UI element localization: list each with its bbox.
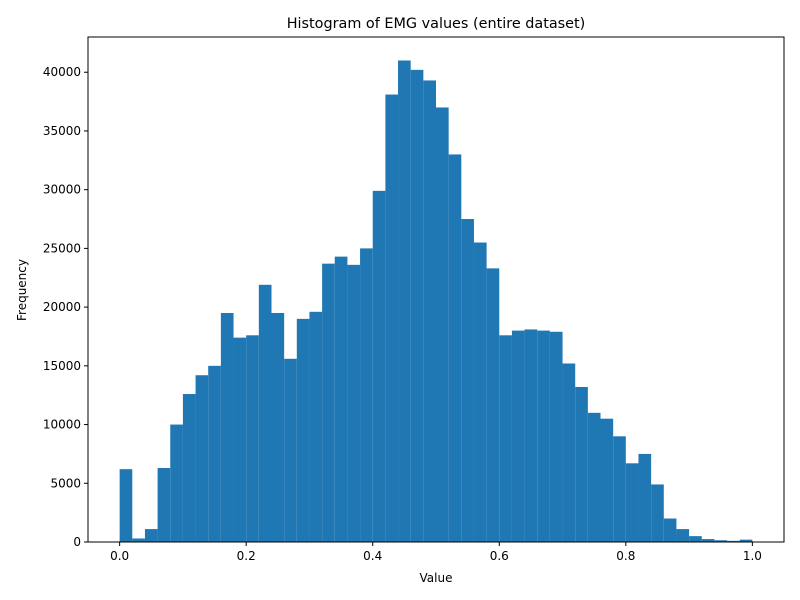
histogram-bar	[461, 219, 474, 542]
histogram-bar	[220, 312, 234, 542]
y-tick-label: 40000	[43, 65, 81, 79]
histogram-bar	[714, 540, 728, 542]
y-tick-label: 30000	[43, 183, 81, 197]
x-tick-label: 0.8	[616, 549, 635, 563]
histogram-bar	[739, 539, 753, 542]
histogram-bar	[473, 242, 487, 542]
histogram-bar	[309, 311, 323, 542]
histogram-bar	[334, 256, 348, 542]
histogram-bar	[600, 418, 614, 542]
chart-title: Histogram of EMG values (entire dataset)	[287, 16, 586, 32]
y-axis: 0 5000 10000 15000 20000 25000 30000 35000 40000	[43, 65, 88, 549]
x-axis-title: Value	[420, 571, 453, 585]
histogram-bar	[651, 484, 664, 542]
histogram-bar	[613, 436, 626, 542]
y-tick-label: 20000	[43, 300, 81, 314]
y-tick-label: 5000	[50, 476, 81, 490]
histogram-bar	[448, 154, 462, 542]
histogram-bar	[663, 518, 677, 542]
histogram-bar	[360, 248, 373, 542]
plot-frame	[87, 36, 785, 543]
histogram-bar	[436, 107, 449, 542]
histogram-bar	[322, 263, 335, 542]
histogram-bar	[727, 540, 740, 542]
histogram-bar	[182, 394, 196, 542]
x-tick-label: 1.0	[743, 549, 762, 563]
histogram-bar	[144, 529, 158, 542]
histogram-bar	[258, 284, 272, 542]
y-tick-label: 15000	[43, 359, 81, 373]
histogram-bar	[347, 264, 361, 542]
histogram-bars	[119, 60, 753, 543]
histogram-bar	[562, 363, 576, 542]
y-tick-label: 10000	[43, 418, 81, 432]
histogram-bar	[689, 536, 702, 542]
histogram-bar	[676, 529, 690, 542]
histogram-bar	[575, 386, 588, 542]
histogram-bar	[625, 463, 639, 542]
y-tick-label: 35000	[43, 124, 81, 138]
histogram-bar	[246, 335, 259, 542]
histogram-bar	[233, 337, 247, 542]
y-tick-label: 25000	[43, 241, 81, 255]
histogram-bar	[499, 335, 512, 542]
x-tick-label: 0.6	[490, 549, 509, 563]
histogram-bar	[701, 539, 715, 542]
histogram-bar	[638, 453, 652, 542]
histogram-bar	[170, 424, 183, 542]
histogram-bar	[549, 331, 563, 542]
histogram-bar	[524, 329, 538, 542]
histogram-bar	[398, 60, 411, 542]
histogram-bar	[119, 469, 133, 542]
histogram-bar	[157, 468, 171, 542]
x-tick-label: 0.4	[363, 549, 382, 563]
x-tick-label: 0.0	[110, 549, 129, 563]
y-tick-label: 0	[73, 535, 81, 549]
histogram-bar	[537, 330, 550, 542]
histogram-bar	[372, 190, 386, 543]
histogram-bar	[271, 312, 285, 542]
histogram-bar	[587, 412, 601, 542]
y-axis-title: Frequency	[15, 259, 29, 321]
histogram-bar	[132, 538, 145, 542]
histogram-bar	[385, 94, 399, 542]
histogram-bar	[195, 375, 209, 542]
histogram-bar	[410, 69, 424, 542]
histogram-bar	[284, 358, 297, 542]
histogram-bar	[511, 330, 525, 542]
x-axis: 0.0 0.2 0.4 0.6 0.8 1.0	[110, 542, 762, 563]
histogram-bar	[296, 318, 310, 542]
x-tick-label: 0.2	[237, 549, 256, 563]
histogram-bar	[208, 365, 221, 542]
histogram-bar	[423, 80, 436, 542]
histogram-bar	[486, 268, 500, 542]
